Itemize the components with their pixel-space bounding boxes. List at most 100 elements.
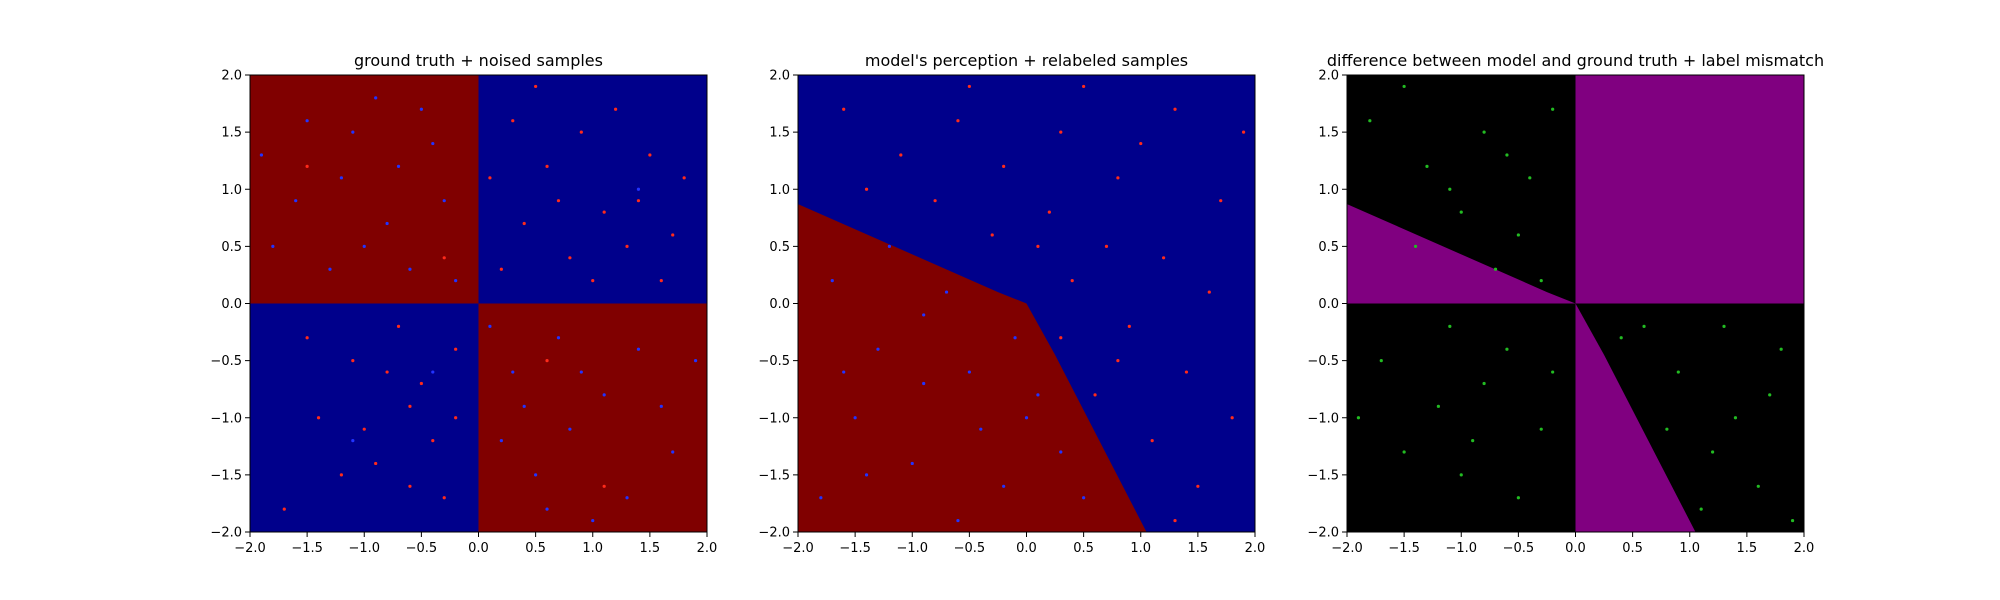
- data-point: [431, 439, 435, 443]
- data-point: [899, 153, 903, 157]
- data-point: [1356, 416, 1361, 420]
- data-point: [1002, 484, 1006, 488]
- data-point: [602, 484, 606, 488]
- x-tick-label: 1.0: [1679, 541, 1700, 556]
- data-point: [648, 153, 652, 157]
- data-point: [579, 130, 583, 134]
- data-point: [625, 496, 629, 500]
- data-point: [294, 199, 298, 203]
- data-point: [1768, 393, 1772, 397]
- data-point: [442, 496, 446, 500]
- y-tick-label: 1.5: [1318, 126, 1339, 141]
- data-point: [534, 84, 538, 89]
- data-point: [1196, 484, 1200, 488]
- data-point: [591, 518, 595, 523]
- y-tick-label: −1.0: [210, 411, 242, 426]
- data-point: [1528, 176, 1532, 180]
- x-tick-label: 0.5: [1622, 541, 1643, 556]
- data-point: [876, 347, 880, 351]
- data-point: [1459, 473, 1463, 477]
- data-point: [351, 130, 355, 134]
- data-point: [591, 279, 595, 283]
- x-tick-label: −2.0: [1331, 541, 1363, 556]
- data-point: [922, 313, 926, 317]
- x-tick-label: 0.0: [1016, 541, 1037, 556]
- x-tick-label: 1.0: [582, 541, 603, 556]
- x-tick-label: 2.0: [1245, 541, 1266, 556]
- data-point: [1230, 416, 1234, 420]
- region-1: [1575, 75, 1804, 304]
- data-point: [1722, 324, 1726, 328]
- data-point: [1551, 370, 1555, 374]
- data-point: [659, 279, 663, 283]
- data-point: [1036, 244, 1040, 248]
- x-tick-label: −1.5: [1388, 541, 1420, 556]
- x-tick-label: 0.0: [468, 541, 489, 556]
- data-point: [385, 221, 389, 226]
- data-point: [511, 119, 515, 123]
- data-point: [956, 518, 960, 523]
- data-point: [1241, 130, 1246, 134]
- x-tick-label: −1.5: [839, 541, 871, 556]
- data-point: [1104, 244, 1109, 248]
- data-point: [1711, 450, 1715, 454]
- data-point: [305, 336, 309, 340]
- data-point: [1173, 518, 1177, 523]
- x-tick-label: 0.5: [525, 541, 546, 556]
- data-point: [385, 370, 389, 374]
- data-point: [693, 359, 698, 363]
- data-point: [545, 359, 549, 363]
- plot-area: [1347, 75, 1804, 532]
- x-tick-label: −2.0: [782, 541, 814, 556]
- data-point: [351, 439, 355, 443]
- region-2: [1347, 204, 1576, 304]
- data-point: [1676, 370, 1680, 374]
- data-point: [1059, 130, 1063, 134]
- y-tick-label: 0.0: [769, 297, 790, 312]
- data-point: [1551, 107, 1555, 111]
- data-point: [990, 233, 994, 237]
- data-point: [819, 496, 823, 500]
- y-tick-label: 0.5: [1318, 240, 1339, 255]
- data-point: [1013, 336, 1017, 340]
- panel-difference: difference between model and ground trut…: [1307, 51, 1824, 556]
- data-point: [259, 153, 264, 157]
- y-tick-label: −2.0: [758, 526, 790, 541]
- data-point: [1539, 279, 1543, 283]
- data-point: [830, 279, 834, 283]
- data-point: [614, 107, 618, 111]
- y-tick-label: −0.5: [758, 354, 790, 369]
- data-point: [442, 199, 446, 203]
- data-point: [1082, 84, 1086, 89]
- data-point: [1471, 439, 1475, 443]
- data-point: [362, 427, 366, 431]
- data-point: [1756, 484, 1760, 488]
- data-point: [1539, 427, 1543, 431]
- data-point: [522, 404, 526, 408]
- data-point: [1448, 187, 1452, 191]
- data-point: [636, 199, 641, 203]
- data-point: [602, 393, 606, 397]
- data-point: [887, 244, 892, 248]
- chart-title: difference between model and ground trut…: [1327, 51, 1824, 70]
- data-point: [671, 233, 675, 237]
- data-point: [1139, 141, 1143, 146]
- data-point: [374, 461, 378, 466]
- x-tick-label: −0.5: [406, 541, 438, 556]
- data-point: [842, 370, 846, 374]
- data-point: [1516, 233, 1520, 237]
- data-point: [305, 164, 309, 168]
- data-point: [1482, 130, 1486, 134]
- data-point: [339, 473, 343, 477]
- data-point: [579, 370, 583, 374]
- data-point: [1184, 370, 1189, 374]
- y-tick-label: −1.0: [758, 411, 790, 426]
- y-tick-label: 2.0: [1318, 69, 1339, 84]
- x-tick-label: 1.5: [1188, 541, 1209, 556]
- data-point: [419, 107, 423, 111]
- data-point: [864, 473, 869, 477]
- y-tick-label: 1.5: [769, 126, 790, 141]
- data-point: [1642, 324, 1646, 328]
- data-point: [1093, 393, 1097, 397]
- chart-title: ground truth + noised samples: [354, 51, 603, 70]
